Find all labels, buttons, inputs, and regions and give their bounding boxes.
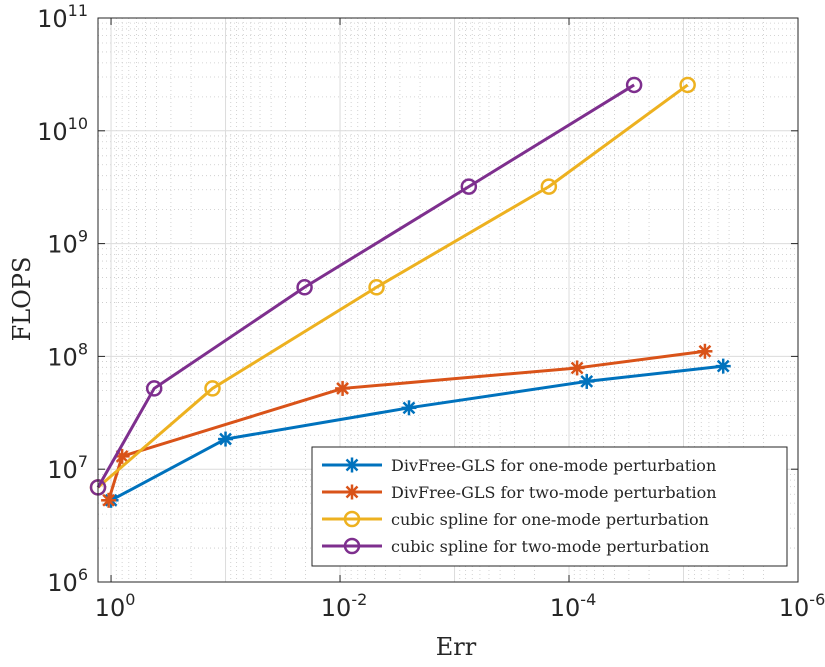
x-tick-label: 100 (95, 590, 136, 622)
legend-marker (343, 510, 361, 528)
data-point (335, 380, 351, 396)
y-tick-label: 1011 (37, 1, 88, 33)
data-point (204, 380, 221, 397)
data-point (401, 400, 417, 416)
legend-item-4: cubic spline for two-mode perturbation (322, 537, 709, 556)
data-point (460, 178, 478, 195)
data-point (101, 492, 117, 508)
y-tick-label: 106 (47, 565, 88, 597)
data-point (679, 76, 696, 94)
data-point (715, 358, 731, 374)
y-tick-label: 108 (47, 339, 88, 371)
series-line (97, 83, 689, 489)
legend-item-2: DivFree-GLS for two-mode perturbation (322, 483, 717, 502)
data-point (579, 373, 595, 389)
legend-marker (344, 484, 360, 500)
x-tick-label: 10-4 (550, 590, 597, 622)
y-tick-label: 1010 (37, 114, 88, 146)
y-axis-label: FLOPS (8, 257, 36, 342)
x-tick-label: 10-6 (779, 590, 825, 622)
legend-marker (344, 457, 360, 473)
data-point (697, 343, 713, 359)
series-4 (89, 76, 643, 496)
data-point (296, 279, 313, 296)
axes-box (97, 17, 799, 583)
data-point (218, 431, 234, 447)
legend-label: cubic spline for one-mode perturbation (391, 510, 709, 529)
data-point (569, 360, 585, 376)
legend-marker (343, 537, 361, 555)
legend-label: DivFree-GLS for two-mode perturbation (391, 483, 717, 502)
data-point (625, 76, 643, 94)
tick-labels: 100 10-2 10-4 10-6 106 107 108 109 1010 1011 (37, 1, 825, 622)
legend-label: cubic spline for two-mode perturbation (391, 537, 709, 556)
data-point (368, 279, 385, 296)
data-point (145, 380, 163, 397)
legend-box (311, 446, 788, 567)
x-tick-label: 10-2 (321, 590, 368, 622)
x-axis-label: Err (436, 633, 477, 661)
legend-item-1: DivFree-GLS for one-mode perturbation (322, 456, 716, 475)
legend-label: DivFree-GLS for one-mode perturbation (391, 456, 716, 475)
series-line (96, 83, 635, 489)
data-point (540, 178, 558, 195)
axes-layer (97, 17, 799, 583)
y-tick-label: 109 (47, 227, 88, 259)
legend-item-3: cubic spline for one-mode perturbation (322, 510, 709, 529)
legend: DivFree-GLS for one-mode perturbation Div… (311, 446, 788, 567)
series-layer (89, 76, 731, 508)
y-tick-label: 107 (47, 452, 88, 484)
